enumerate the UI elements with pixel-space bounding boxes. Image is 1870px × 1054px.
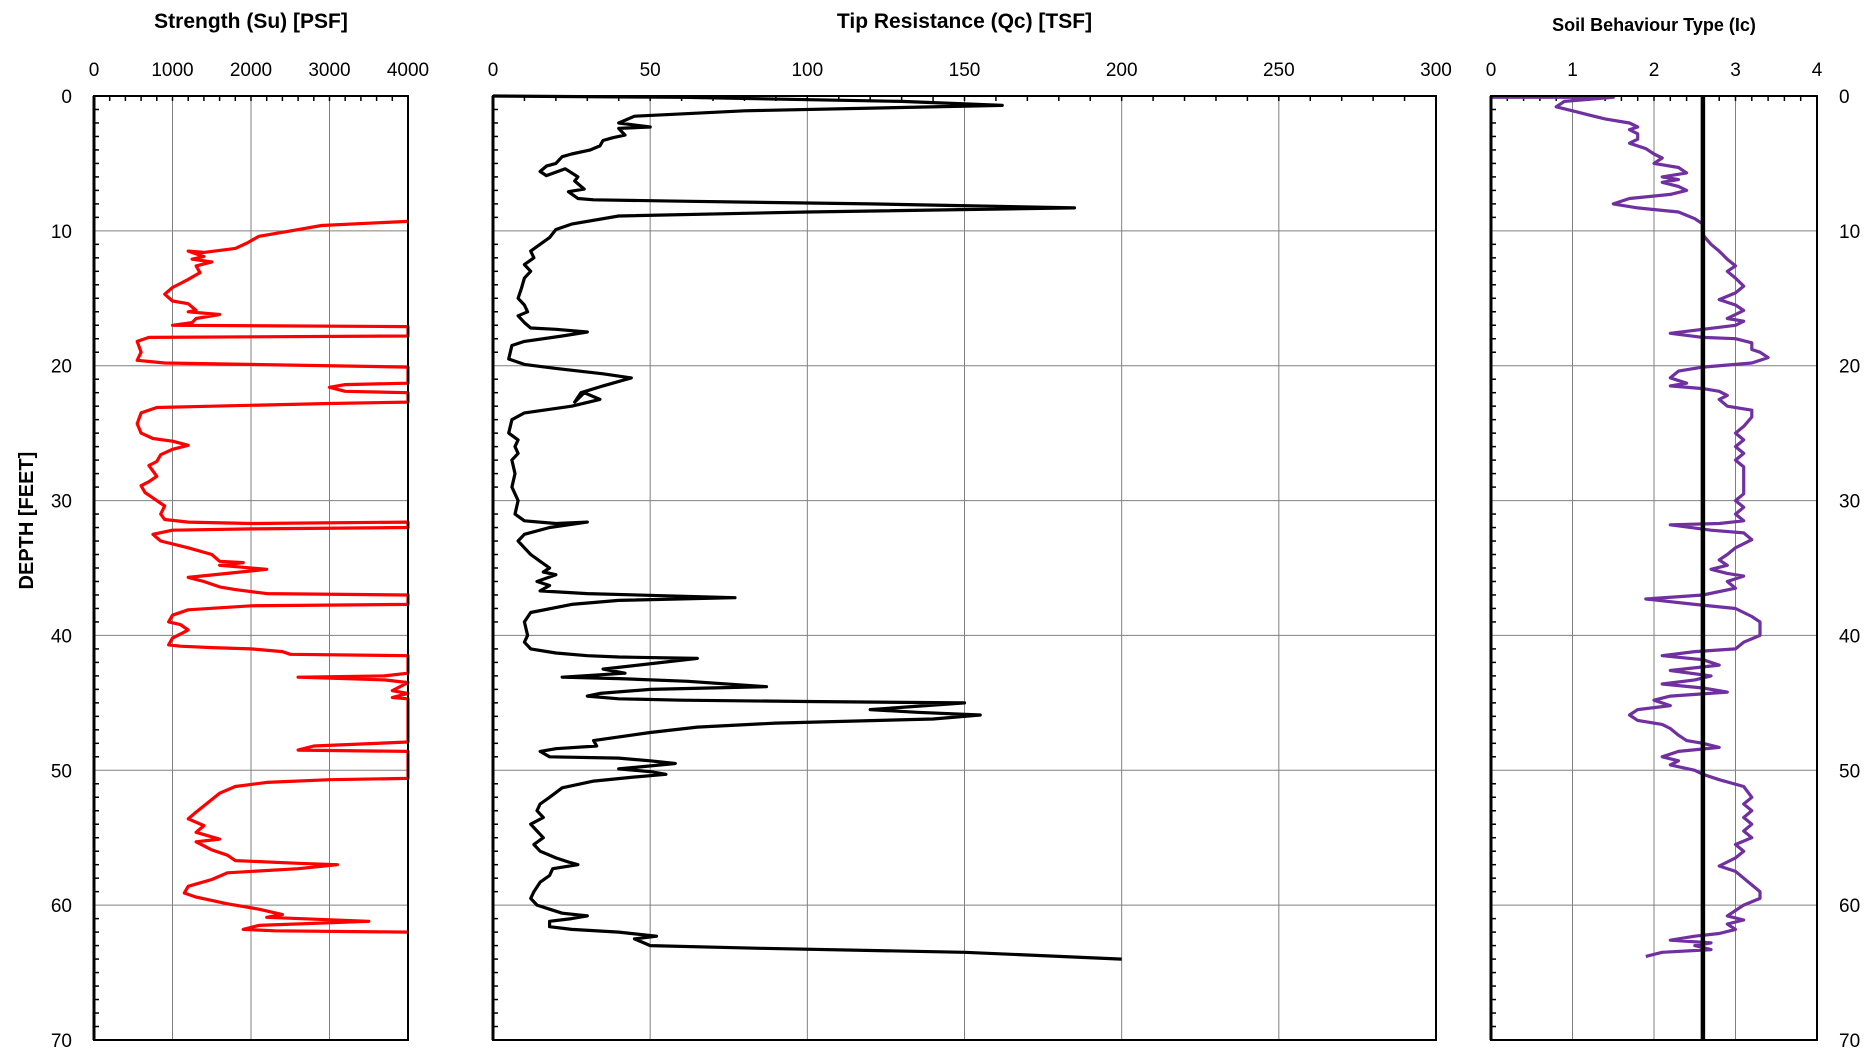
y-tick-label-left: 20 [51, 357, 72, 378]
x-tick-label: 4 [1812, 60, 1823, 81]
x-tick-label: 300 [1420, 60, 1452, 81]
series-line [1491, 95, 1770, 958]
panel-title: Strength (Su) [PSF] [154, 10, 348, 33]
y-tick-label-right: 10 [1839, 222, 1860, 243]
series-line [493, 94, 1122, 961]
x-tick-label: 0 [488, 60, 499, 81]
x-tick-label: 250 [1263, 60, 1295, 81]
x-tick-label: 150 [949, 60, 981, 81]
x-tick-label: 1000 [151, 60, 193, 81]
panel-1: Strength (Su) [PSF] 0 1000 2000 3000 4000 [89, 10, 429, 1041]
y-tick-label-right: 70 [1839, 1031, 1860, 1049]
y-tick-label-right: 60 [1839, 896, 1860, 917]
x-tick-label: 4000 [387, 60, 429, 81]
y-tick-label-left: 40 [51, 626, 72, 647]
y-tick-label-right: 40 [1839, 626, 1860, 647]
x-tick-label: 1 [1567, 60, 1578, 81]
y-tick-label-right: 50 [1839, 761, 1860, 782]
x-tick-label: 3 [1730, 60, 1741, 81]
y-tick-label-left: 0 [61, 87, 72, 108]
y-tick-label-left: 60 [51, 896, 72, 917]
x-tick-label: 100 [791, 60, 823, 81]
x-tick-label: 2000 [230, 60, 272, 81]
y-axis-label: DEPTH [FEET] [16, 452, 38, 590]
panel-3: Soil Behaviour Type (Ic) 0 1 2 3 4 [1486, 15, 1823, 1041]
x-tick-label: 3000 [308, 60, 350, 81]
panel-title: Soil Behaviour Type (Ic) [1552, 15, 1756, 35]
x-tick-label: 50 [640, 60, 661, 81]
x-tick-label: 2 [1649, 60, 1660, 81]
y-tick-label-right: 30 [1839, 492, 1860, 513]
panel-title: Tip Resistance (Qc) [TSF] [837, 10, 1092, 33]
y-tick-label-left: 10 [51, 222, 72, 243]
x-tick-label: 0 [1486, 60, 1497, 81]
y-tick-label-right: 0 [1839, 87, 1850, 108]
series-line [135, 219, 410, 934]
y-tick-label-right: 20 [1839, 357, 1860, 378]
y-tick-label-left: 30 [51, 492, 72, 513]
x-tick-label: 0 [89, 60, 100, 81]
y-tick-label-left: 70 [51, 1031, 72, 1049]
y-tick-label-left: 50 [51, 761, 72, 782]
panel-2: Tip Resistance (Qc) [TSF] 0 50 100 150 200 250… [488, 10, 1452, 1041]
x-tick-label: 200 [1106, 60, 1138, 81]
